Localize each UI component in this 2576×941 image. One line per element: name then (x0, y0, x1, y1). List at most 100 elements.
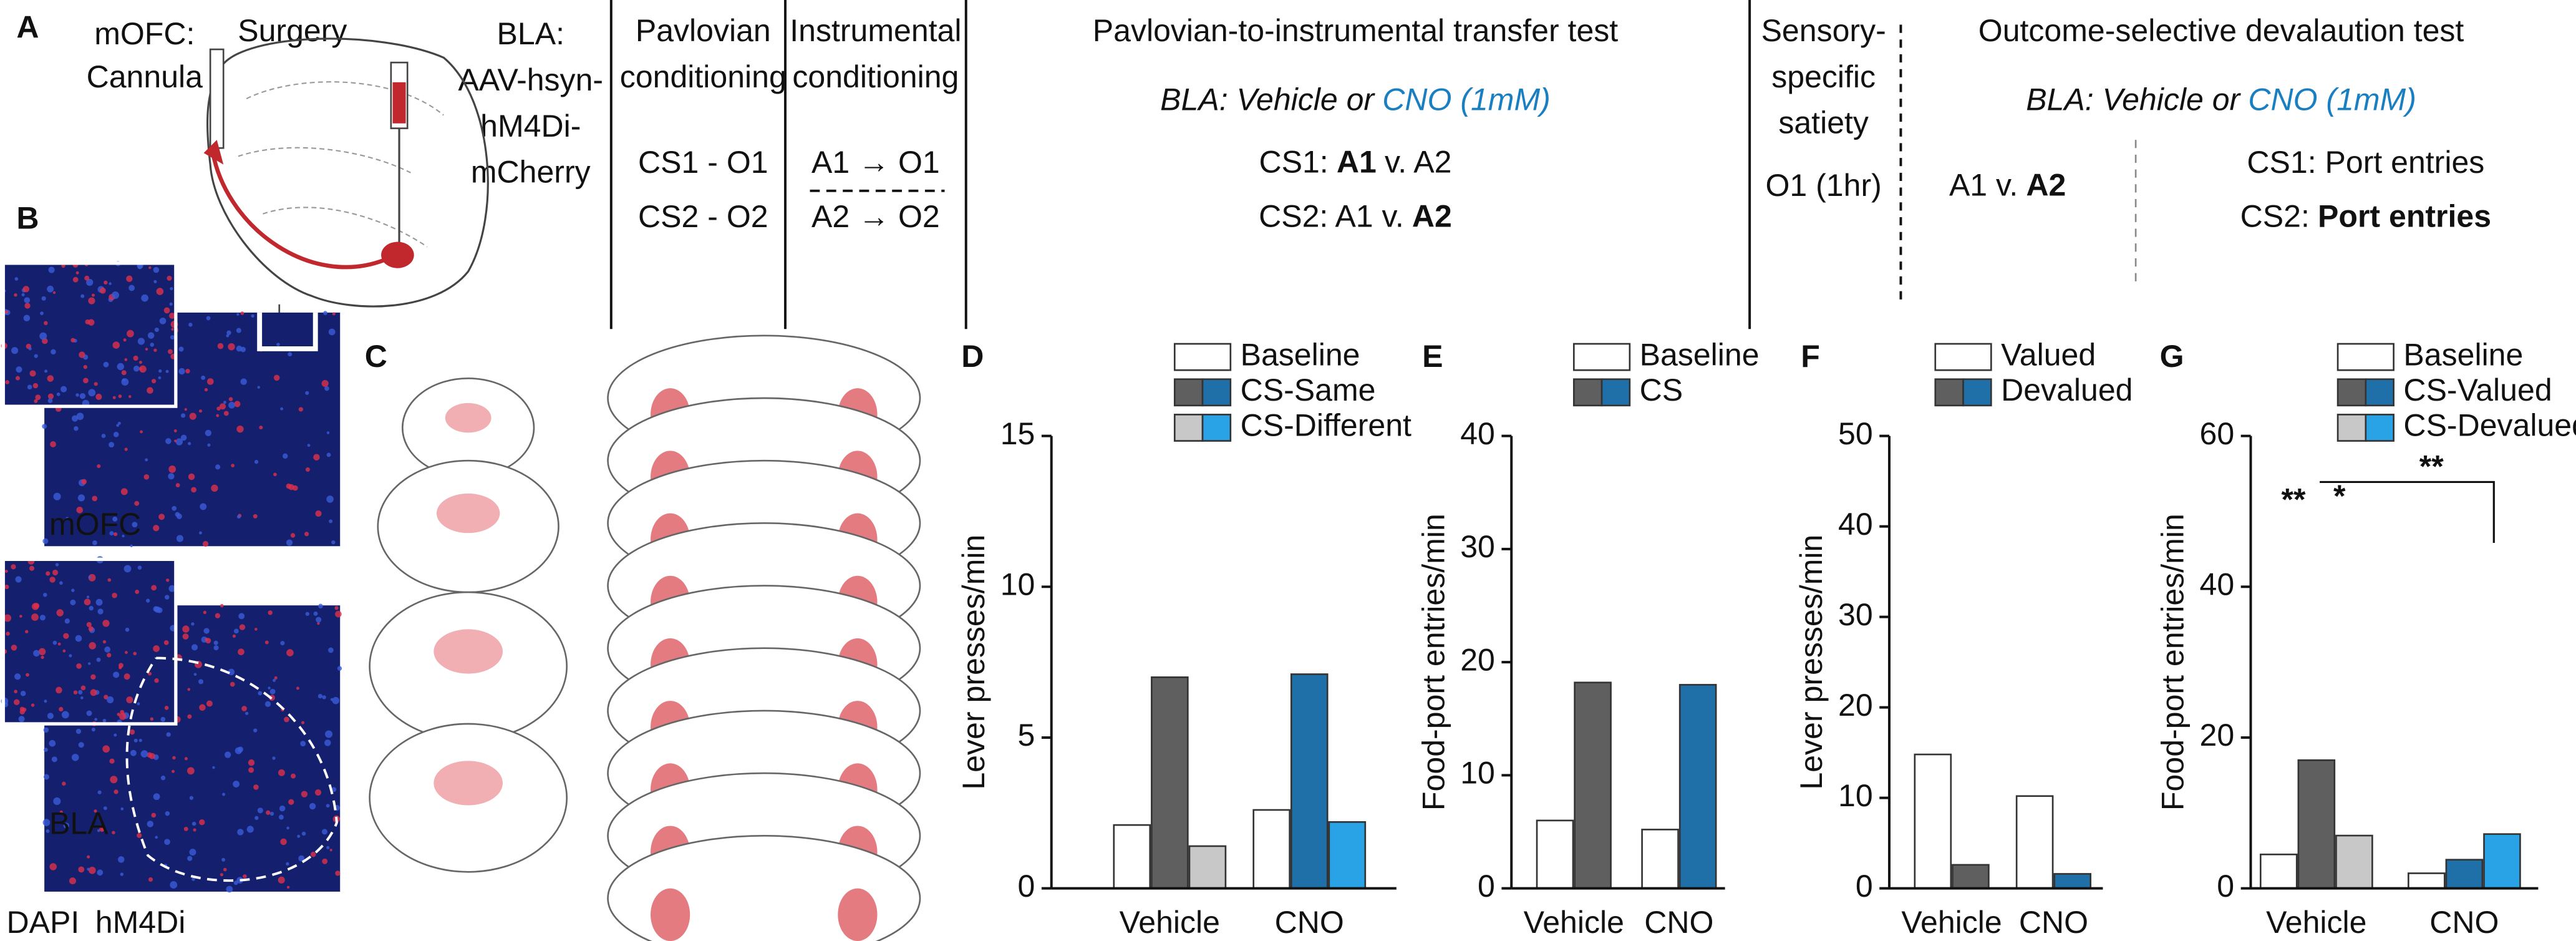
fluor-dot (307, 444, 311, 447)
fluor-dot (56, 609, 64, 617)
fluor-dot (38, 648, 46, 656)
fluor-dot (123, 673, 130, 680)
fluor-dot (97, 464, 101, 469)
y-tick-label: 10 (1460, 756, 1495, 791)
fluor-dot (94, 718, 97, 721)
fluor-dot (165, 438, 172, 444)
panel-label: G (2160, 339, 2184, 374)
fluor-dot (221, 857, 226, 862)
fluor-dot (159, 318, 167, 324)
y-tick-label: 60 (2199, 416, 2234, 451)
fluor-dot (324, 386, 329, 391)
fluor-dot (34, 354, 38, 358)
fluor-dot (280, 838, 287, 846)
fluor-dot (189, 412, 196, 420)
fluor-dot (172, 769, 175, 773)
fluor-dot (42, 538, 49, 544)
fluor-dot (49, 863, 57, 870)
legend-swatch (2336, 343, 2394, 371)
hit-area (436, 493, 500, 534)
fluor-dot (88, 389, 96, 397)
fluor-dot (107, 578, 112, 582)
fluor-dot (117, 363, 124, 371)
fluor-dot (259, 426, 263, 430)
fluor-dot (4, 570, 8, 573)
x-tick-label: CNO (1644, 905, 1713, 940)
fluor-dot (189, 796, 194, 800)
fluor-dot (234, 401, 241, 407)
fluor-dot (170, 881, 178, 889)
y-tick-label: 0 (1018, 869, 1035, 904)
fluor-dot (122, 378, 125, 382)
fluor-dot (128, 285, 135, 291)
fluor-dot (88, 575, 92, 579)
fluor-dot (76, 663, 82, 669)
fluor-dot (91, 293, 95, 297)
fluor-dot (18, 716, 25, 723)
fluor-dot (166, 578, 170, 582)
fluor-dot (207, 443, 211, 447)
fluor-dot (335, 870, 341, 876)
fluor-dot (331, 540, 336, 545)
fluor-dot (75, 271, 79, 275)
fluor-dot (236, 515, 241, 519)
fluor-dot (80, 685, 86, 691)
bar (2445, 859, 2484, 889)
fluor-dot (163, 640, 169, 645)
fluor-dot (288, 799, 294, 805)
fluor-dot (70, 338, 75, 343)
fluor-dot (329, 519, 333, 524)
y-tick-label: 20 (1838, 688, 1873, 723)
legend-label: Baseline (2403, 337, 2523, 372)
bar (2335, 834, 2373, 889)
fluor-dot (253, 728, 258, 733)
fluor-dot (124, 447, 128, 451)
fluor-dot (164, 706, 169, 710)
legend-label: Baseline (1241, 337, 1360, 372)
legend-label: Baseline (1640, 337, 1760, 372)
fluor-dot (297, 834, 301, 838)
fluor-dot (268, 610, 273, 615)
fluor-dot (140, 430, 143, 434)
text-part: CNO (1mM) (1382, 82, 1551, 117)
fluor-dot (188, 323, 193, 327)
fluor-dot (240, 311, 245, 315)
axis-title: Lever presses/min (1794, 535, 1829, 790)
fluor-dot (109, 758, 115, 764)
fluor-dot (215, 464, 221, 470)
fluor-dot (298, 407, 304, 412)
fluor-dot (182, 633, 189, 640)
fluor-dot (22, 286, 30, 293)
fluor-dot (109, 442, 115, 448)
fluor-dot (124, 358, 128, 361)
text-part: CNO (1mM) (2248, 82, 2416, 117)
fluor-dot (13, 699, 20, 706)
fluor-dot (102, 718, 107, 723)
fluor-dot (326, 452, 331, 457)
fluor-dot (325, 730, 333, 738)
hit-area (445, 402, 491, 433)
text-part: BLA: Vehicle or (2026, 82, 2241, 117)
fluor-dot (24, 297, 31, 303)
y-tick-label: 30 (1460, 529, 1495, 564)
fluor-dot (254, 628, 258, 631)
fluor-dot (103, 806, 107, 811)
fluor-dot (90, 674, 96, 680)
fluor-dot (83, 364, 88, 369)
legend-swatch (2365, 378, 2394, 407)
fluor-dot (167, 275, 172, 281)
fluor-dot (116, 424, 120, 427)
fluor-dot (141, 294, 148, 302)
fluor-dot (138, 738, 142, 743)
bar (1290, 673, 1329, 889)
fluor-dot (41, 655, 44, 660)
fluor-dot (328, 328, 336, 336)
fluor-dot (129, 729, 135, 735)
fluor-dot (223, 867, 227, 872)
fluor-dot (114, 532, 118, 537)
fluor-dot (191, 644, 198, 651)
fluor-dot (14, 277, 19, 281)
fluor-dot (313, 454, 320, 461)
fluor-dot (114, 733, 117, 737)
fluor-dot (237, 746, 244, 753)
